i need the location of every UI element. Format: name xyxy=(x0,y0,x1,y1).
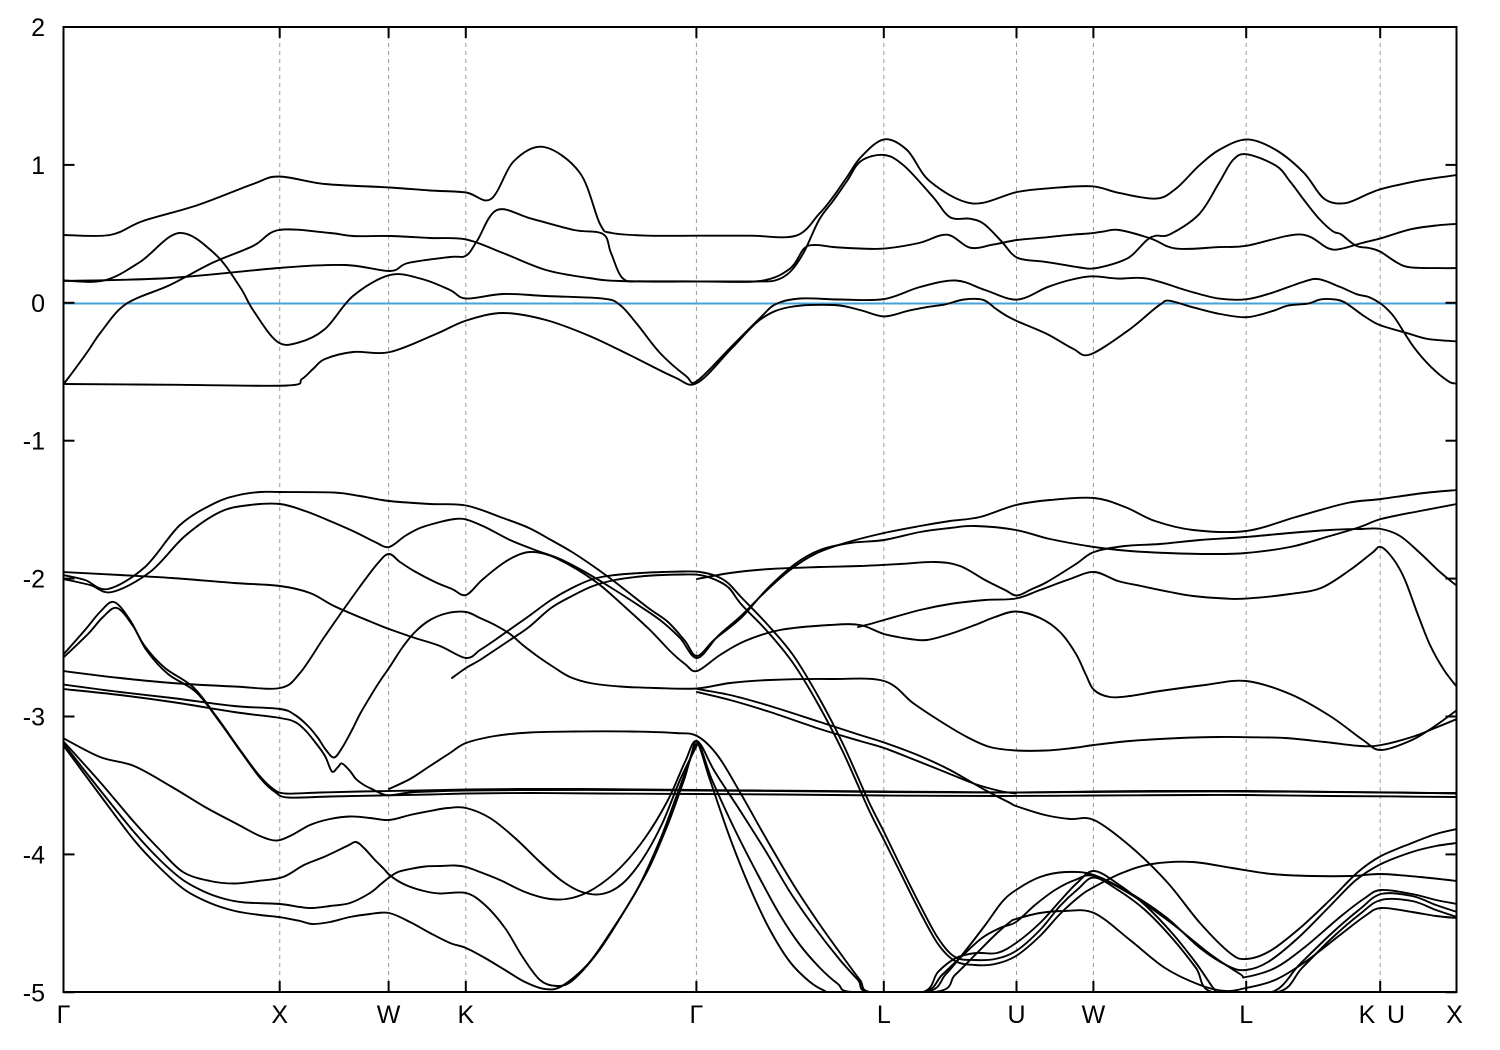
svg-text:L: L xyxy=(877,1001,891,1029)
svg-text:Γ: Γ xyxy=(690,1001,704,1029)
svg-text:X: X xyxy=(271,1001,288,1029)
svg-text:Γ: Γ xyxy=(57,1001,71,1029)
svg-text:-2: -2 xyxy=(23,566,45,594)
svg-text:K: K xyxy=(1359,1001,1376,1029)
svg-text:U: U xyxy=(1387,1001,1405,1029)
svg-text:X: X xyxy=(1446,1001,1463,1029)
svg-text:K: K xyxy=(457,1001,474,1029)
svg-text:U: U xyxy=(1007,1001,1025,1029)
svg-text:0: 0 xyxy=(31,290,45,318)
svg-text:-1: -1 xyxy=(23,428,45,456)
svg-text:2: 2 xyxy=(31,14,45,42)
svg-text:-3: -3 xyxy=(23,704,45,732)
svg-text:W: W xyxy=(377,1001,401,1029)
svg-text:L: L xyxy=(1239,1001,1253,1029)
svg-text:1: 1 xyxy=(31,152,45,180)
svg-text:-5: -5 xyxy=(23,979,45,1007)
svg-text:-4: -4 xyxy=(23,841,45,869)
svg-text:W: W xyxy=(1082,1001,1106,1029)
